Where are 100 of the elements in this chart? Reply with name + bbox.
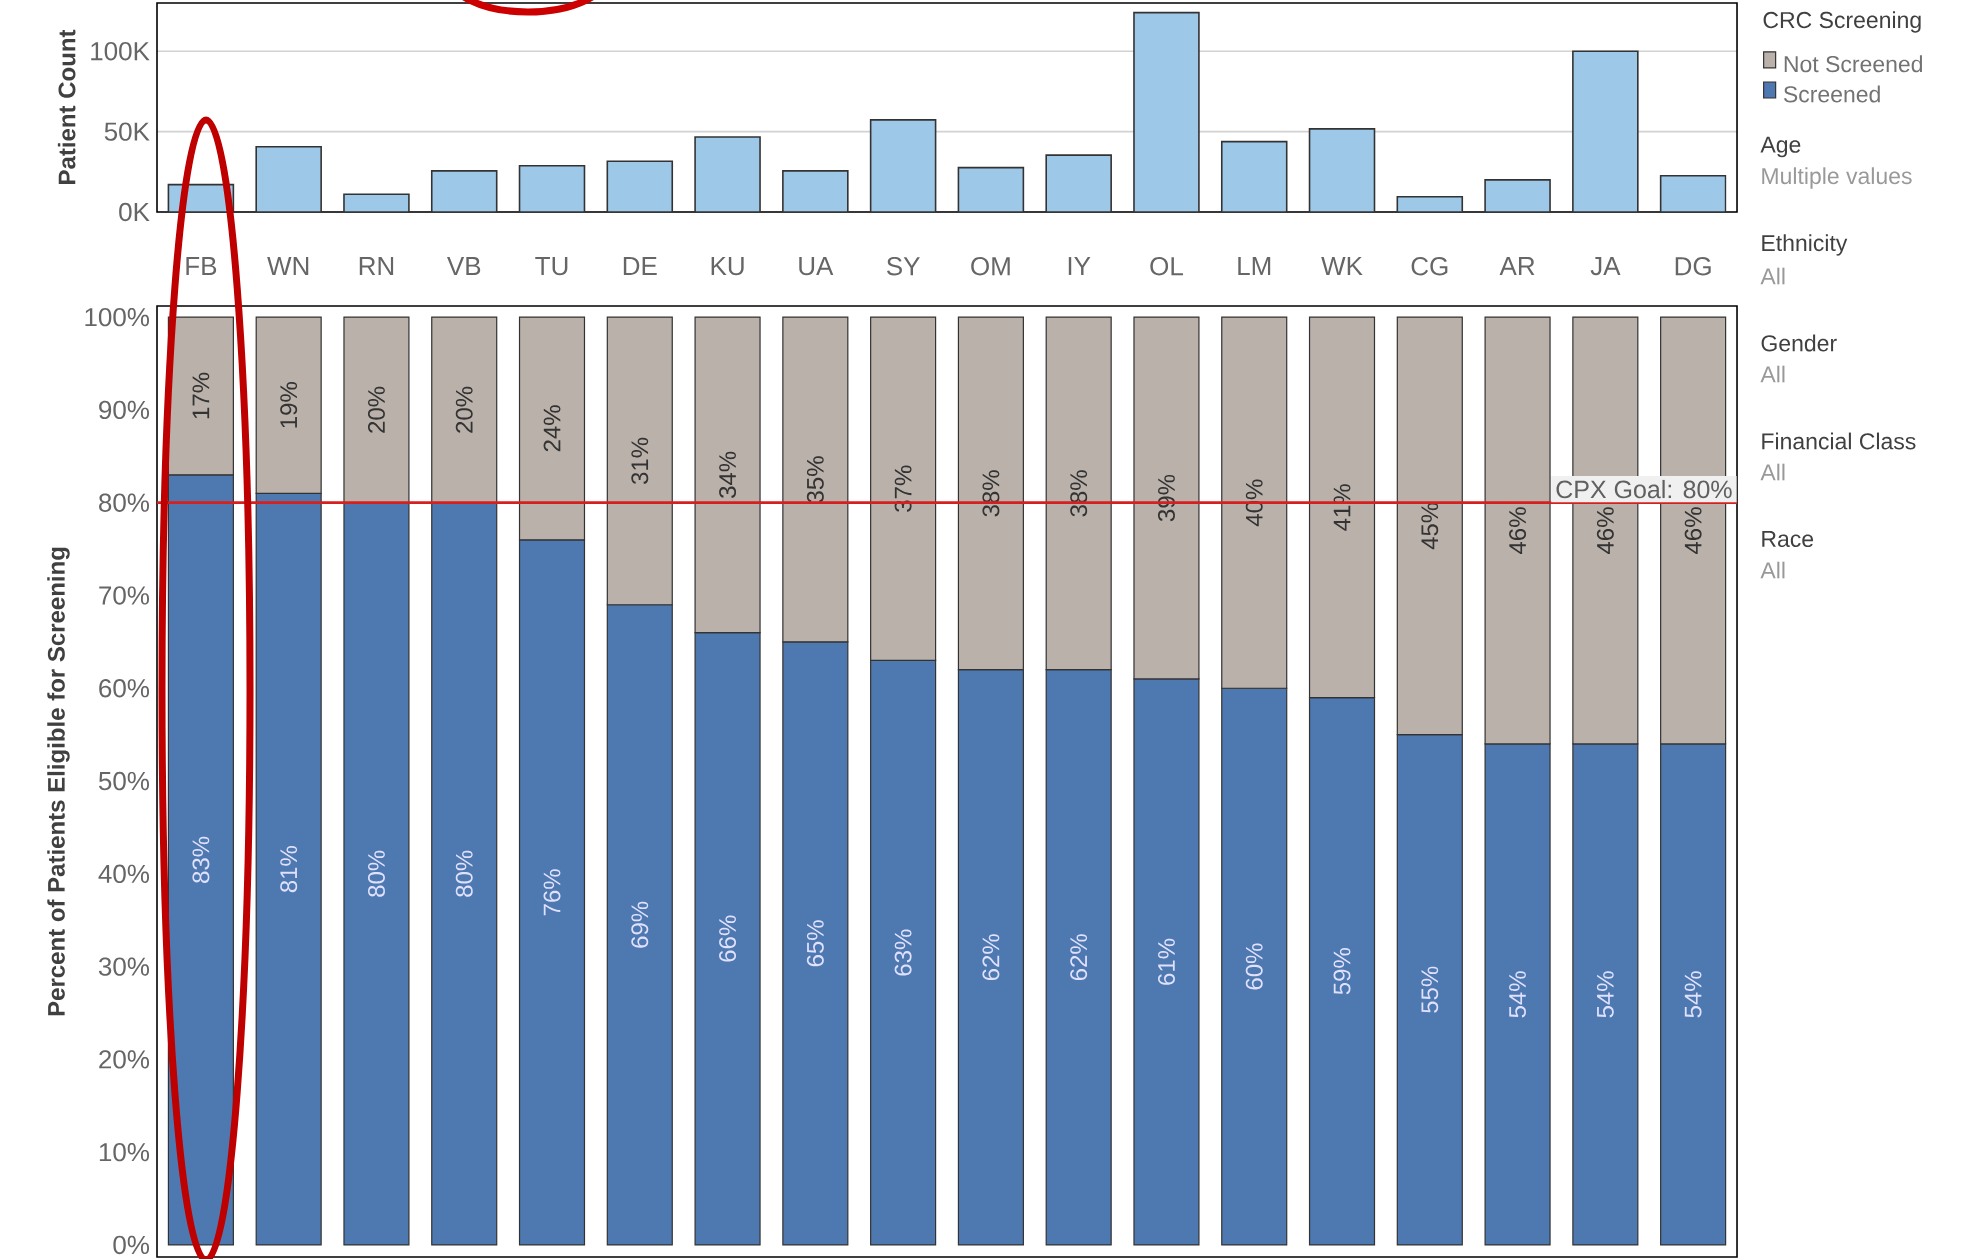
y-tick-label: 50K — [104, 122, 150, 141]
x-tick-label: OM — [971, 257, 1010, 276]
text: Financial Class — [1762, 432, 1916, 450]
y-tick-label: 30% — [98, 957, 150, 976]
x-tick-label: LM — [1238, 257, 1271, 275]
bar — [1572, 51, 1638, 212]
x-tick-label: WK — [1321, 257, 1363, 275]
x-tick-label: OL — [1150, 257, 1183, 276]
x-tick-label: TU — [535, 257, 568, 276]
data-label: 46% — [1509, 507, 1527, 554]
bar — [519, 165, 585, 212]
data-label: 83% — [192, 836, 210, 883]
x-tick-label: WN — [267, 257, 309, 275]
text: Gender — [1761, 334, 1837, 352]
text: All — [1760, 365, 1785, 383]
y-tick-label: 10% — [99, 1142, 150, 1162]
data-label: 46% — [1684, 507, 1702, 554]
x-tick-label: KU — [711, 257, 744, 276]
data-label: 54% — [1509, 971, 1526, 1018]
x-tick-label: SY — [886, 257, 920, 276]
bar — [431, 170, 497, 212]
data-label: 54% — [1596, 971, 1614, 1018]
data-label: 17% — [192, 372, 210, 419]
bar — [1659, 175, 1727, 212]
bar — [695, 137, 761, 212]
x-tick-label: DG — [1675, 257, 1711, 276]
data-label: 76% — [543, 869, 561, 916]
y-tick-label: 0% — [113, 1235, 150, 1255]
data-label: 19% — [280, 382, 298, 428]
x-tick-label: AR — [1499, 257, 1535, 275]
y-tick-label: 100% — [85, 307, 150, 327]
text: Ethnicity — [1762, 234, 1848, 256]
y-tick-label: 80% — [99, 493, 150, 512]
data-label: 69% — [631, 901, 649, 948]
text: All — [1760, 463, 1785, 481]
data-label: 54% — [1684, 971, 1702, 1018]
x-tick-label: DE — [623, 257, 657, 275]
x-tick-label: IY — [1068, 257, 1091, 275]
y-tick-label: 60% — [99, 679, 150, 698]
x-tick-label: RN — [359, 257, 394, 275]
bar — [343, 502, 410, 1246]
data-label: 24% — [543, 405, 561, 452]
data-label: 65% — [806, 920, 824, 967]
bar — [1485, 179, 1551, 212]
data-label: 55% — [1421, 966, 1439, 1013]
legend-label: Screened — [1783, 85, 1880, 103]
text: Race — [1762, 530, 1814, 548]
data-label: 20% — [455, 386, 473, 433]
bar — [431, 316, 498, 504]
data-label: 60% — [1245, 943, 1263, 990]
bar — [782, 170, 848, 212]
data-label: 31% — [631, 437, 649, 485]
bar — [431, 502, 498, 1246]
y-axis-title: Patient Count — [57, 29, 76, 184]
bar — [256, 146, 322, 212]
data-label: 81% — [280, 846, 298, 893]
text: All — [1760, 267, 1785, 285]
y-axis-title: Percent of Patients Eligible for Screening — [47, 547, 70, 1016]
ref-line-label: CPX Goal: 80% — [1556, 479, 1732, 499]
data-label: 59% — [1333, 948, 1351, 995]
data-label: 46% — [1596, 507, 1614, 554]
data-label: 62% — [1070, 934, 1088, 981]
data-label: 80% — [455, 850, 473, 897]
y-tick-label: 20% — [99, 1050, 150, 1069]
bar — [958, 167, 1024, 212]
data-label: 63% — [894, 929, 912, 976]
text: Multiple values — [1762, 167, 1912, 189]
data-label: 45% — [1421, 502, 1439, 550]
bar — [1133, 12, 1199, 212]
data-label: 38% — [1070, 470, 1088, 517]
x-tick-label: UA — [799, 257, 834, 276]
y-tick-label: 40% — [98, 864, 150, 884]
data-label: 39% — [1157, 474, 1175, 522]
x-tick-label: VB — [447, 257, 481, 275]
data-label: 20% — [367, 386, 385, 433]
bar — [870, 119, 936, 212]
x-tick-label: FB — [186, 257, 217, 275]
bar — [607, 161, 673, 212]
text: Age — [1760, 136, 1801, 158]
data-label: 34% — [719, 451, 737, 498]
data-label: 38% — [982, 470, 1000, 517]
data-label: 80% — [367, 850, 385, 897]
y-tick-label: 0K — [119, 202, 150, 222]
y-tick-label: 70% — [99, 586, 150, 605]
bar — [1046, 155, 1112, 212]
bar — [343, 316, 410, 504]
bar — [1221, 141, 1287, 212]
data-label: 61% — [1157, 938, 1175, 985]
bar — [1309, 128, 1375, 212]
data-label: 62% — [982, 934, 1000, 981]
data-label: 66% — [719, 915, 737, 962]
data-label: 35% — [806, 456, 824, 503]
legend-label: Not Screened — [1784, 55, 1922, 73]
y-tick-label: 50% — [98, 771, 150, 791]
x-tick-label: JA — [1590, 257, 1621, 276]
text: All — [1760, 561, 1785, 579]
y-tick-label: 90% — [99, 400, 150, 420]
y-tick-label: 100K — [91, 42, 150, 61]
x-tick-label: CG — [1411, 257, 1448, 276]
legend-title: CRC Screening — [1763, 11, 1921, 33]
